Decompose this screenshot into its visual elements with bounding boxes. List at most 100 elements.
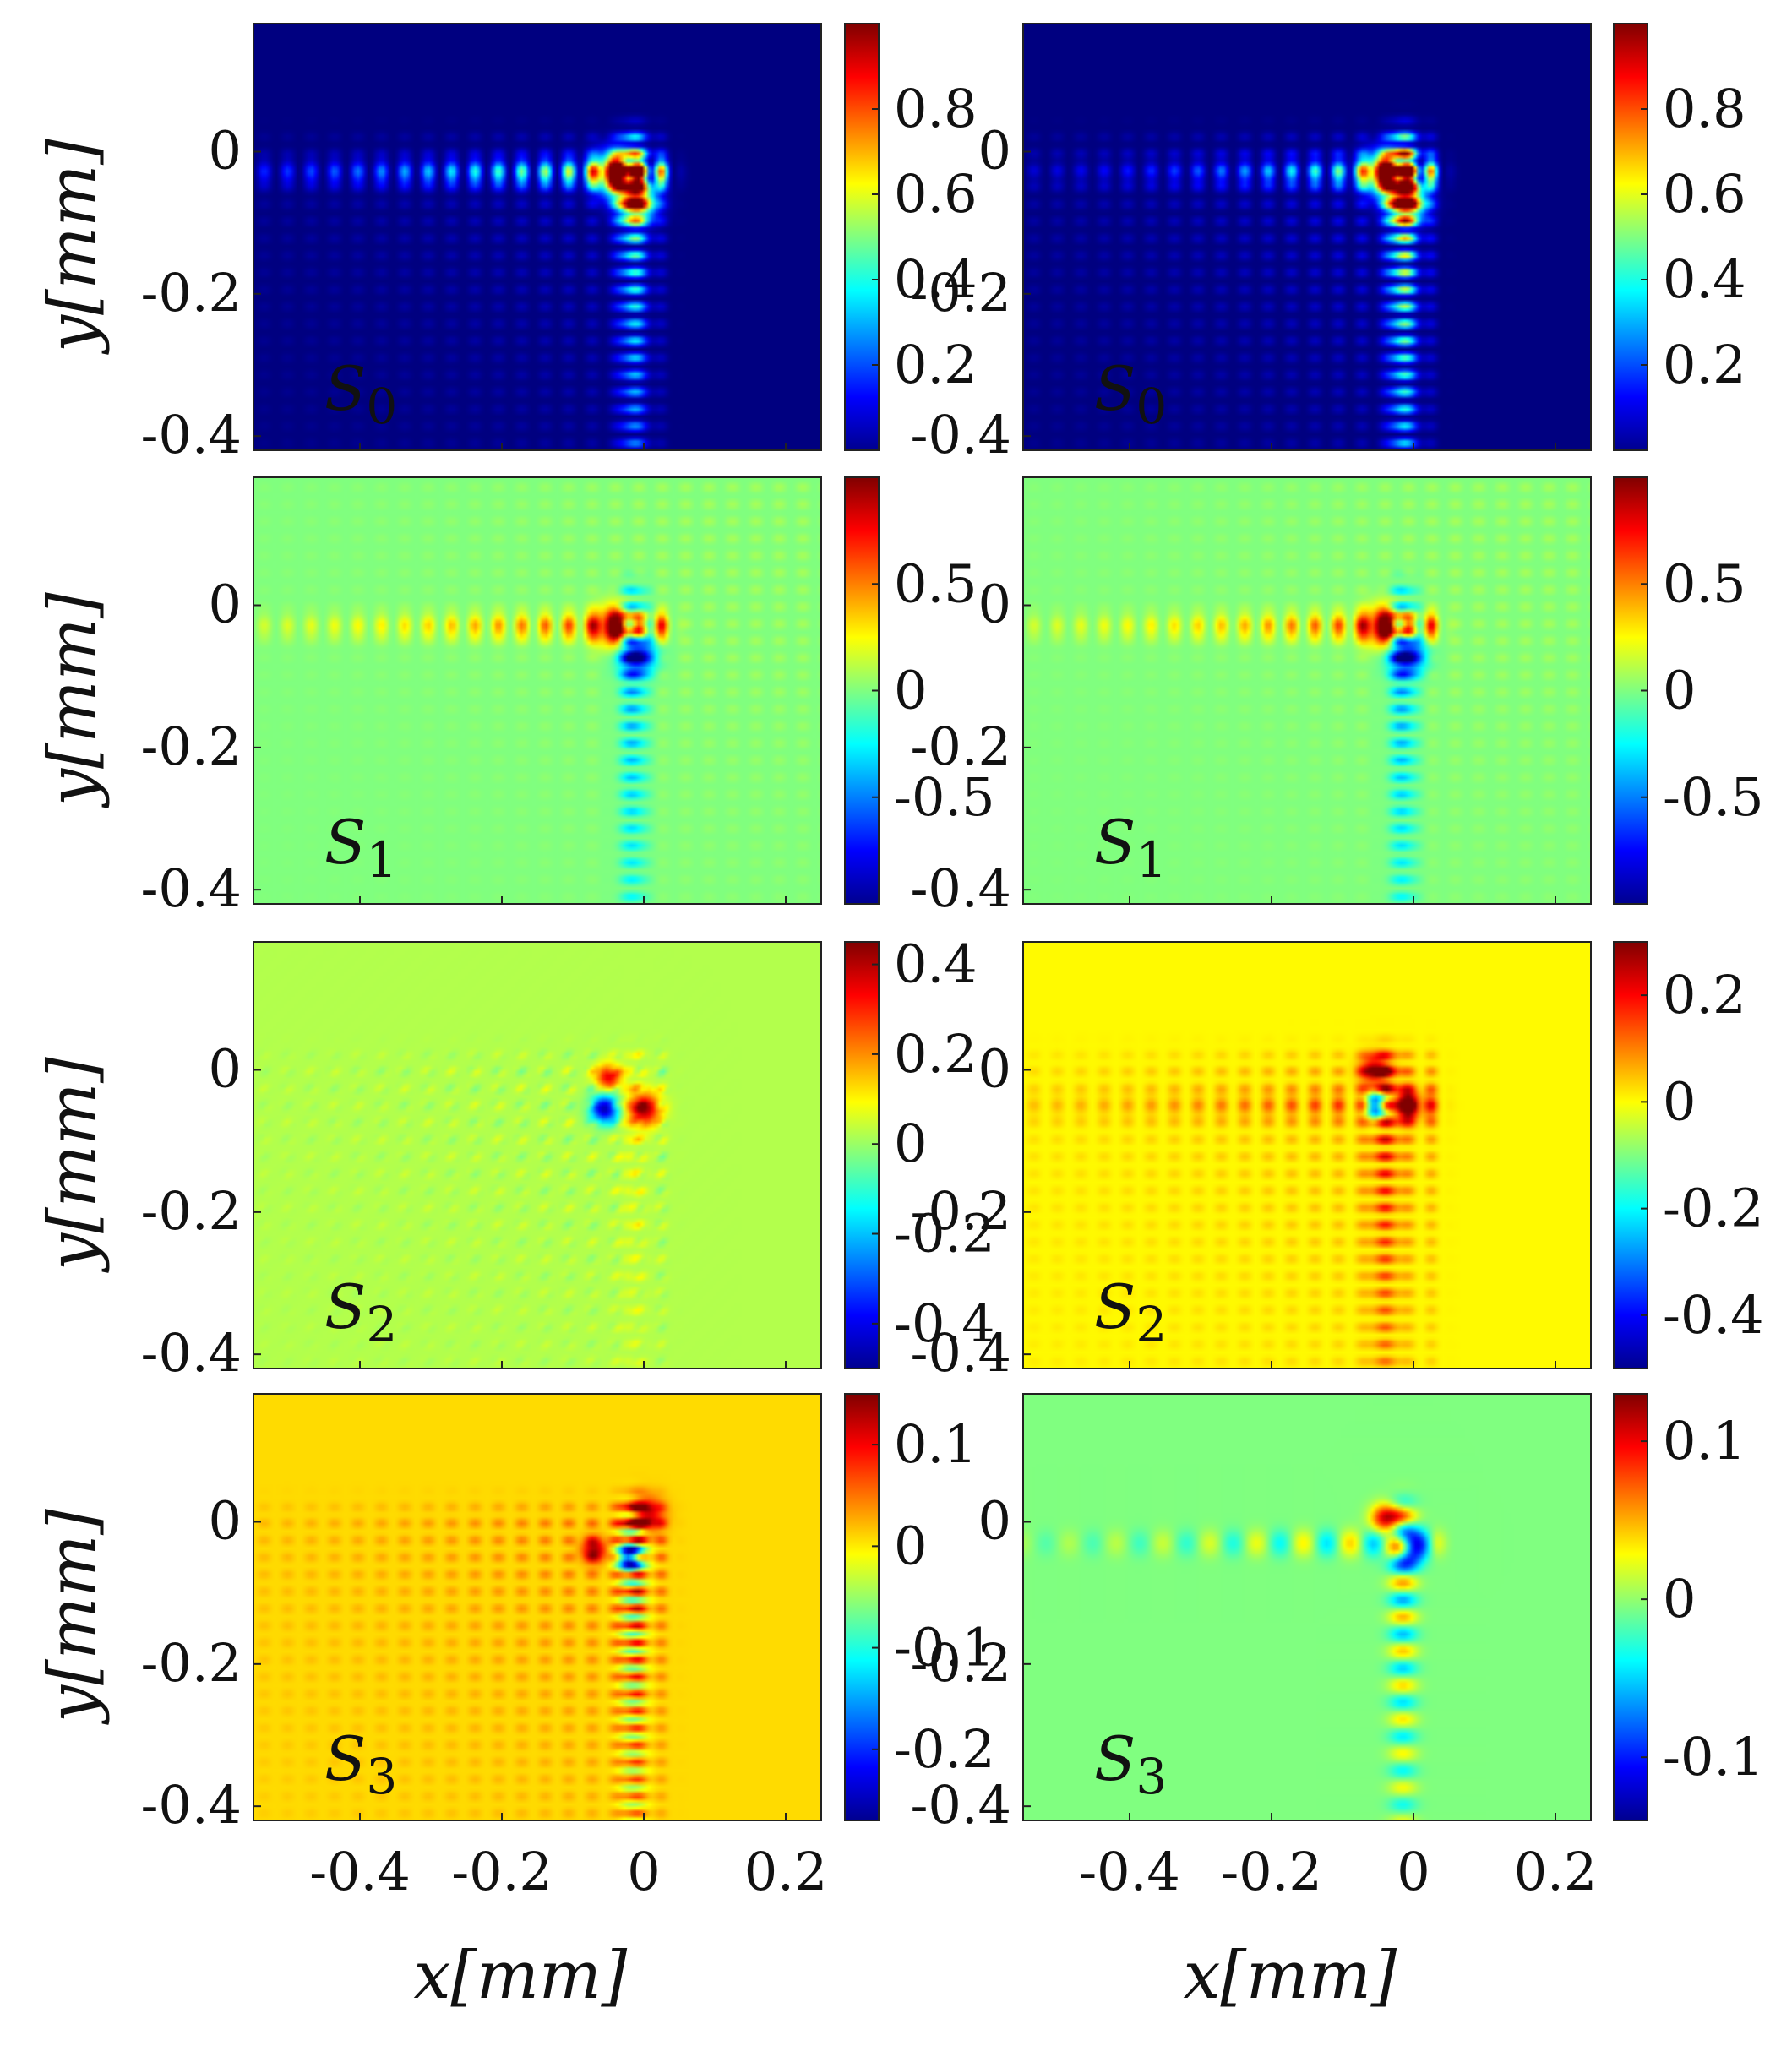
y-tick-label: 0 — [209, 120, 242, 182]
x-tick-label: 0 — [1397, 1841, 1430, 1902]
colorbar-4 — [844, 941, 880, 1369]
heatmap-panel-0 — [253, 24, 821, 450]
colorbar-7 — [1613, 1393, 1648, 1821]
panel-label-S0: S0 — [324, 353, 397, 435]
x-tick-label: -0.2 — [451, 1841, 553, 1902]
heatmap-panel-1 — [1023, 24, 1591, 450]
y-tick-label: -0.4 — [910, 1774, 1011, 1836]
y-tick-label: -0.4 — [140, 404, 242, 465]
panel-label-S2: S2 — [324, 1271, 397, 1353]
panel-label-S3: S3 — [1094, 1723, 1167, 1805]
colorbar-0 — [844, 23, 880, 451]
y-tick-label: 0 — [978, 574, 1011, 635]
y-tick-label: 0 — [978, 1038, 1011, 1100]
panel-label-S0: S0 — [1094, 353, 1167, 435]
heatmap-panel-4 — [253, 942, 821, 1369]
colorbar-tick-label: 0 — [894, 660, 927, 721]
y-tick-label: 0 — [209, 1490, 242, 1552]
y-tick-label: -0.4 — [910, 857, 1011, 919]
y-tick-label: -0.2 — [140, 1180, 242, 1242]
y-axis-label: y[mm] — [35, 1057, 111, 1273]
colorbar-tick-label: -0.1 — [894, 1617, 995, 1679]
panel-label-sub: 0 — [1136, 378, 1167, 435]
x-axis-label: x[mm] — [1183, 1938, 1397, 2014]
colorbar-tick-label: 0.4 — [1663, 248, 1746, 310]
x-tick-label: -0.4 — [309, 1841, 411, 1902]
colorbar-tick-label: 0.8 — [894, 78, 978, 139]
y-axis-label: y[mm] — [35, 592, 111, 808]
x-axis-label: x[mm] — [413, 1938, 627, 2014]
colorbar-tick-label: 0.5 — [1663, 552, 1746, 614]
panel-label-main: S — [324, 807, 366, 878]
colorbar-tick-label: -0.1 — [1663, 1726, 1764, 1788]
colorbar-tick-label: -0.4 — [894, 1292, 995, 1354]
panel-label-main: S — [324, 1271, 366, 1342]
colorbar-tick-label: 0.4 — [894, 248, 978, 310]
y-axis-label: y[mm] — [35, 1509, 111, 1725]
colorbar-tick-label: 0 — [1663, 1568, 1696, 1630]
y-tick-label: -0.2 — [140, 262, 242, 324]
colorbar-tick-label: 0 — [1663, 1070, 1696, 1132]
panel-label-sub: 0 — [366, 378, 397, 435]
panel-label-main: S — [1094, 1271, 1136, 1342]
y-tick-label: -0.2 — [910, 262, 1011, 324]
colorbar-1 — [1613, 23, 1648, 451]
y-tick-label: -0.4 — [910, 1322, 1011, 1384]
panel-label-sub: 1 — [366, 831, 397, 889]
y-tick-label: -0.4 — [910, 404, 1011, 465]
panel-frame-4 — [253, 941, 822, 1369]
colorbar-tick-label: -0.5 — [1663, 766, 1764, 828]
colorbar-tick-label: 0.1 — [894, 1413, 978, 1475]
panel-label-S1: S1 — [1094, 807, 1167, 889]
colorbar-tick-label: 0 — [1663, 660, 1696, 721]
colorbar-tick-label: 0 — [894, 1113, 927, 1174]
colorbar-tick-label: 0.8 — [1663, 78, 1746, 139]
colorbar-tick-label: 0.6 — [1663, 163, 1746, 225]
heatmap-panel-6 — [253, 1394, 821, 1820]
panel-label-sub: 2 — [1136, 1296, 1167, 1353]
y-tick-label: 0 — [978, 120, 1011, 182]
colorbar-6 — [844, 1393, 880, 1821]
colorbar-tick-label: 0 — [894, 1515, 927, 1576]
colorbar-tick-label: 0.2 — [1663, 334, 1746, 395]
panel-label-main: S — [1094, 353, 1136, 424]
panel-frame-3 — [1022, 476, 1592, 905]
colorbar-tick-label: -0.4 — [1663, 1284, 1764, 1346]
panel-label-sub: 2 — [366, 1296, 397, 1353]
colorbar-tick-label: 0.2 — [894, 1023, 978, 1085]
y-tick-label: -0.4 — [140, 1322, 242, 1384]
colorbar-tick-label: 0.2 — [1663, 964, 1746, 1026]
panel-label-main: S — [324, 1723, 366, 1794]
panel-frame-6 — [253, 1393, 822, 1821]
panel-label-main: S — [1094, 1723, 1136, 1794]
panel-frame-7 — [1022, 1393, 1592, 1821]
colorbar-tick-label: -0.2 — [894, 1203, 995, 1265]
x-tick-label: 0.2 — [744, 1841, 828, 1902]
panel-label-S2: S2 — [1094, 1271, 1167, 1353]
colorbar-tick-label: 0.1 — [1663, 1410, 1746, 1472]
x-tick-label: 0.2 — [1514, 1841, 1598, 1902]
colorbar-tick-label: -0.5 — [894, 766, 995, 828]
x-tick-label: -0.2 — [1221, 1841, 1322, 1902]
y-tick-label: -0.4 — [140, 1774, 242, 1836]
labels-layer: 0-0.2-0.4y[mm]S00.20.40.60.80-0.2-0.4S00… — [35, 78, 1764, 2014]
panel-label-S1: S1 — [324, 807, 397, 889]
colorbar-5 — [1613, 941, 1648, 1369]
y-axis-label: y[mm] — [35, 139, 111, 355]
heatmap-panel-2 — [253, 477, 821, 904]
panel-label-S3: S3 — [324, 1723, 397, 1805]
panel-frame-0 — [253, 23, 822, 451]
panel-label-main: S — [324, 353, 366, 424]
colorbar-tick-label: 0.4 — [894, 933, 978, 995]
panel-frame-5 — [1022, 941, 1592, 1369]
heatmap-panel-7 — [1023, 1394, 1591, 1820]
y-tick-label: -0.2 — [140, 716, 242, 777]
x-tick-label: -0.4 — [1079, 1841, 1180, 1902]
y-tick-label: 0 — [209, 1038, 242, 1100]
panel-label-main: S — [1094, 807, 1136, 878]
panel-label-sub: 1 — [1136, 831, 1167, 889]
panel-label-sub: 3 — [366, 1748, 397, 1805]
y-tick-label: -0.2 — [140, 1632, 242, 1694]
y-tick-label: 0 — [209, 574, 242, 635]
